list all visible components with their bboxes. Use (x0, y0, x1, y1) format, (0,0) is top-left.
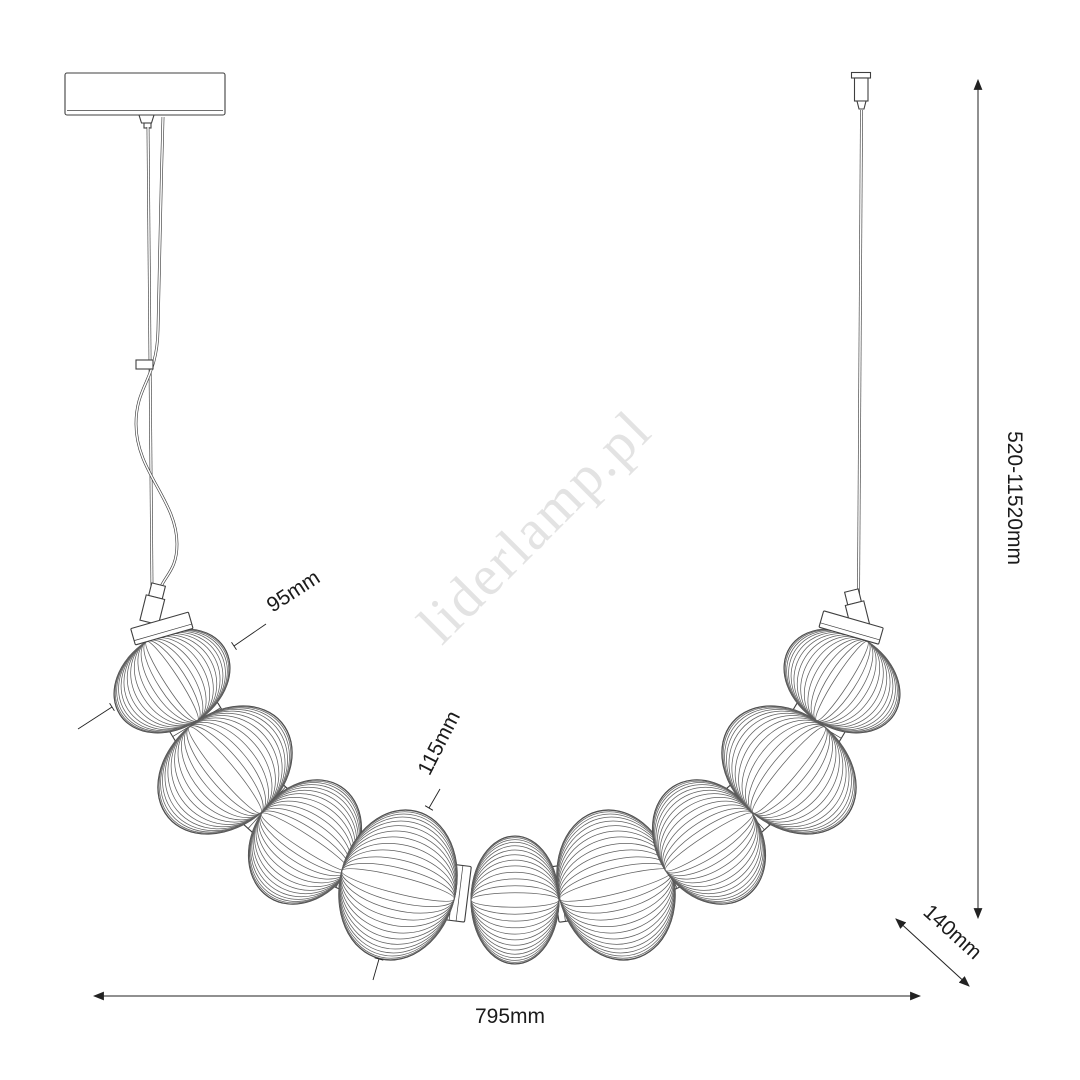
leader-95-a-tick (231, 642, 237, 650)
dim-width-label: 795mm (475, 1005, 545, 1028)
left-mount-collar-line (134, 623, 192, 641)
watermark-text: liderlamp.pl (406, 398, 663, 655)
glass-globe (721, 705, 857, 835)
suspension-rod-highlight (147, 126, 153, 589)
leader-95-b (77, 706, 113, 730)
power-cable-highlight (135, 116, 178, 600)
leader-115-b (372, 958, 380, 981)
right-suspension (850, 71, 872, 601)
glass-globe (556, 809, 676, 961)
left-suspension (134, 116, 179, 600)
leader-115-b-tick (374, 957, 384, 961)
dim-width: 795mm (92, 991, 922, 1028)
right-globe-mount (818, 588, 884, 645)
leader-115-a-tick (424, 805, 434, 811)
power-cable (134, 116, 179, 600)
glass-globe (651, 779, 767, 905)
dim-height-label: 520-11520mm (1003, 431, 1026, 565)
dim-height: 520-11520mm (973, 78, 1026, 920)
label-globe-large-text: 115mm (413, 707, 465, 778)
right-mount-collar-line (820, 622, 880, 641)
left-globe-mount (130, 582, 194, 646)
label-globe-small-text: 95mm (263, 566, 324, 617)
ceiling-connector-body (853, 77, 869, 102)
leader-115-a (428, 788, 441, 809)
dim-depth: 140mm (895, 900, 986, 987)
right-cable-highlight (857, 109, 863, 601)
glass-globe (338, 809, 458, 961)
canopy-body (64, 72, 226, 116)
leader-95-a (233, 623, 267, 647)
left-mount-collar (130, 611, 194, 646)
right-mount-collar (818, 610, 884, 645)
glass-globe (783, 628, 901, 734)
dim-depth-line (895, 918, 970, 987)
leader-95-b-tick (109, 702, 115, 712)
ceiling-connector-neck (856, 100, 867, 110)
left-mount-stem (139, 594, 166, 626)
glass-globe (157, 705, 293, 835)
canopy-rod-fitting (138, 114, 155, 124)
globe-chain (113, 628, 901, 965)
dim-depth-label: 140mm (919, 900, 986, 964)
cable-clamp (135, 359, 154, 370)
glass-globe (470, 835, 560, 965)
ceiling-canopy (64, 72, 226, 129)
ceiling-connector-flange (850, 71, 872, 79)
